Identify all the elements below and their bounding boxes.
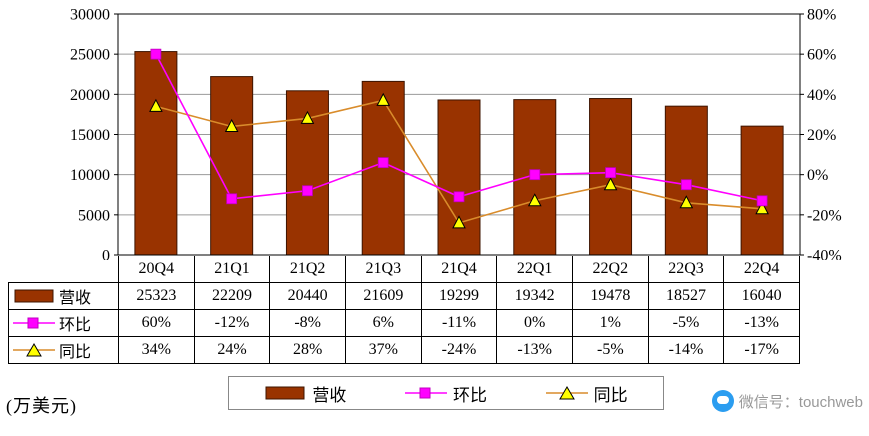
table-cell: -24% [421, 337, 498, 364]
left-axis-label: 15000 [70, 127, 110, 144]
table-row-label: 同比 [59, 344, 92, 361]
triangle-marker-21Q1 [224, 118, 239, 132]
table-cell: 28% [270, 337, 346, 364]
triangle-marker-21Q3 [376, 92, 391, 106]
square-marker-20Q4 [150, 48, 162, 60]
bar-22Q4 [740, 125, 784, 256]
bar-21Q4 [437, 99, 481, 256]
table-row-header-triangle: 同比 [9, 337, 119, 364]
category-label-21Q2: 21Q2 [270, 256, 346, 282]
table-cell: -5% [648, 310, 725, 337]
legend-label: 环比 [452, 385, 487, 405]
square-marker-22Q3 [680, 179, 692, 191]
category-label-21Q1: 21Q1 [195, 256, 271, 282]
right-axis-label: -20% [807, 207, 842, 224]
legend-item-triangle: 同比 [545, 381, 628, 406]
square-marker-22Q4 [756, 195, 768, 207]
data-table: 营收 25323 22209 20440 21609 19299 19342 19478 185… [8, 282, 800, 364]
table-cell: -5% [572, 337, 649, 364]
watermark-text: 微信号：touchweb [738, 393, 863, 411]
table-cell: 20440 [270, 283, 346, 310]
category-label-21Q3: 21Q3 [346, 256, 422, 282]
legend-label: 同比 [593, 385, 628, 405]
category-label-20Q4: 20Q4 [119, 256, 195, 282]
triangle-marker-22Q3 [679, 195, 694, 209]
bar-swatch-icon [265, 386, 305, 400]
triangle-marker-21Q4 [452, 215, 466, 229]
table-cell: -13% [497, 337, 573, 364]
chart-legend: 营收 环比 同比 [228, 376, 664, 410]
square-swatch-icon [13, 317, 55, 329]
triangle-marker-22Q4 [755, 201, 769, 215]
table-cell: 24% [194, 337, 271, 364]
table-cell: -13% [724, 310, 800, 337]
table-row-label: 营收 [59, 290, 92, 307]
square-marker-21Q1 [226, 193, 238, 205]
table-cell: 25323 [119, 283, 195, 310]
table-cell: 60% [119, 310, 195, 337]
square-marker-21Q2 [302, 185, 313, 197]
table-row-header-bar: 营收 [9, 283, 119, 310]
unit-label: (万美元) [6, 396, 77, 416]
table-cell: -17% [724, 337, 800, 364]
right-axis-label: 60% [807, 47, 836, 64]
left-axis-label: 25000 [70, 47, 110, 64]
table-cell: 0% [497, 310, 573, 337]
category-label-21Q4: 21Q4 [422, 256, 498, 282]
square-marker-21Q4 [453, 191, 465, 203]
table-cell: -11% [421, 310, 498, 337]
table-row-label: 环比 [59, 317, 92, 334]
triangle-marker-20Q4 [149, 98, 163, 112]
table-cell: 34% [119, 337, 195, 364]
table-cell: 18527 [648, 283, 725, 310]
category-label-22Q2: 22Q2 [573, 256, 649, 282]
category-label-22Q1: 22Q1 [497, 256, 573, 282]
table-cell: 37% [345, 337, 422, 364]
table-cell: -12% [194, 310, 271, 337]
legend-label: 营收 [312, 385, 347, 405]
bar-21Q1 [210, 76, 254, 256]
left-axis-label: 5000 [78, 207, 110, 224]
category-label-22Q3: 22Q3 [649, 256, 725, 282]
table-cell: 1% [572, 310, 649, 337]
right-axis-label: 0% [807, 167, 828, 184]
left-axis-label: 10000 [70, 167, 110, 184]
triangle-marker-22Q2 [603, 177, 618, 191]
square-swatch-icon [404, 387, 447, 399]
table-cell: 21609 [345, 283, 422, 310]
bar-20Q4 [134, 51, 178, 256]
left-axis-label: 0 [102, 248, 110, 261]
legend-item-square: 环比 [404, 381, 487, 406]
watermark: 微信号：touchweb [711, 390, 863, 412]
table-cell: 22209 [194, 283, 271, 310]
table-row-header-square: 环比 [9, 310, 119, 337]
triangle-swatch-icon [545, 386, 588, 400]
square-marker-22Q1 [529, 169, 541, 181]
bar-swatch-icon [14, 289, 54, 303]
table-cell: -8% [270, 310, 346, 337]
table-cell: 19299 [421, 283, 498, 310]
category-label-22Q4: 22Q4 [724, 256, 800, 282]
square-marker-21Q3 [377, 157, 389, 169]
table-cell: 19478 [572, 283, 649, 310]
right-axis-label: 80% [807, 7, 836, 24]
right-axis-label: 40% [807, 87, 836, 104]
table-cell: 6% [345, 310, 422, 337]
legend-item-bar: 营收 [264, 381, 346, 406]
x-axis-category-row: 20Q4 21Q1 21Q2 21Q3 21Q4 22Q1 22Q2 22Q3 22Q4 [118, 256, 800, 282]
table-cell: 19342 [497, 283, 573, 310]
wechat-icon [711, 390, 734, 412]
table-cell: -14% [648, 337, 725, 364]
triangle-swatch-icon [13, 343, 55, 357]
table-cell: 16040 [724, 283, 800, 310]
triangle-marker-22Q1 [527, 193, 542, 207]
combo-chart-plot: 30000 25000 20000 15000 10000 5000 0 80% 60% 40% 2… [70, 7, 842, 261]
left-axis-label: 30000 [70, 7, 110, 24]
square-marker-22Q2 [605, 167, 616, 179]
left-axis-label: 20000 [70, 87, 110, 104]
right-axis-label: -40% [807, 248, 842, 261]
triangle-marker-21Q2 [300, 110, 315, 124]
right-axis-label: 20% [807, 127, 836, 144]
